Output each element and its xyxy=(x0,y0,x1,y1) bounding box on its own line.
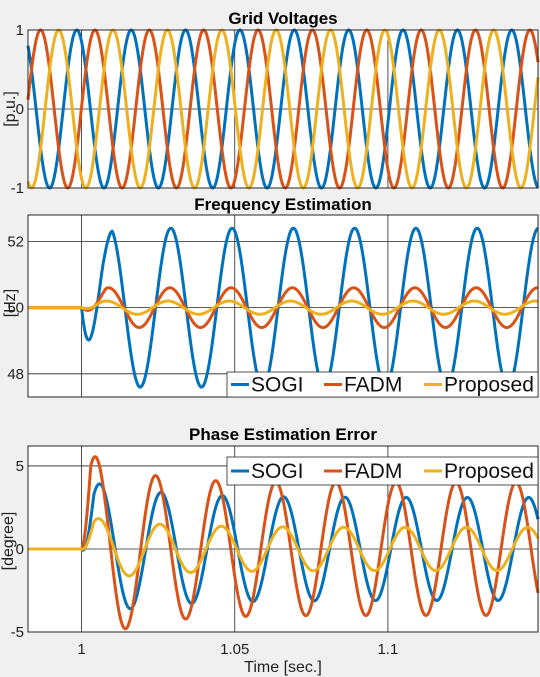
panel-phase-estimation-error: -5 0 5 Phase Estimation Error [degree] SOG… xyxy=(0,425,540,658)
panel-1-frame xyxy=(27,29,539,189)
panel-grid-voltages: -1 0 1 Grid Voltages [p.u.] xyxy=(2,9,540,197)
panel-2-ytick-labels: 48 50 52 xyxy=(7,233,24,382)
series-line-proposed xyxy=(26,299,540,316)
panel-2-legend: SOGI FADM Proposed xyxy=(226,371,539,398)
panel-1-ytick-labels: -1 0 1 xyxy=(11,22,24,197)
series-line-fadm xyxy=(26,28,540,190)
series-line-sogi xyxy=(26,226,540,389)
series-line-fadm xyxy=(26,286,540,330)
panel-1-title: Grid Voltages xyxy=(228,9,337,28)
panel-3-ytick-labels: -5 0 5 xyxy=(11,458,24,641)
ytick-label: -5 xyxy=(11,624,24,641)
ytick-label: 5 xyxy=(16,458,24,475)
series-line-fadm xyxy=(26,455,540,631)
ytick-label: 0 xyxy=(16,101,24,118)
panel-2-series xyxy=(26,226,540,389)
legend-box xyxy=(226,456,539,486)
panel-3-ylabel: [degree] xyxy=(0,512,17,571)
xtick-label: 1 xyxy=(77,641,85,658)
panel-1-ylabel: [p.u.] xyxy=(2,91,19,127)
series-line-proposed xyxy=(26,517,540,578)
panel-3-legend: SOGI FADM Proposed xyxy=(226,456,539,486)
legend-label-sogi: SOGI xyxy=(251,460,304,483)
panel-2-title: Frequency Estimation xyxy=(194,195,372,214)
x-axis-label: Time [sec.] xyxy=(244,659,322,676)
legend-label-fadm: FADM xyxy=(344,460,402,483)
ytick-label: 52 xyxy=(7,233,24,250)
panel-2-ylabel: [Hz] xyxy=(2,289,19,317)
panel-3-frame xyxy=(27,445,539,633)
legend-box xyxy=(226,371,539,398)
panel-frequency-estimation: 48 50 52 Frequency Estimation [Hz] SOGI FAD… xyxy=(2,195,540,398)
legend-label-proposed: Proposed xyxy=(444,460,534,483)
xtick-label: 1.05 xyxy=(220,641,249,658)
panel-3-title: Phase Estimation Error xyxy=(189,425,377,444)
ytick-label: -1 xyxy=(11,180,24,197)
ytick-label: 48 xyxy=(7,366,24,383)
ytick-label: 50 xyxy=(7,300,24,317)
ytick-label: 0 xyxy=(16,541,24,558)
xtick-label: 1.1 xyxy=(377,641,398,658)
ytick-label: 1 xyxy=(16,22,24,39)
legend-label-fadm: FADM xyxy=(344,374,402,397)
panel-2-gridlines xyxy=(28,215,538,397)
x-tick-labels: 1 1.05 1.1 xyxy=(77,641,398,658)
panel-3-series xyxy=(26,455,540,631)
legend-label-sogi: SOGI xyxy=(251,374,304,397)
legend-label-proposed: Proposed xyxy=(444,374,534,397)
